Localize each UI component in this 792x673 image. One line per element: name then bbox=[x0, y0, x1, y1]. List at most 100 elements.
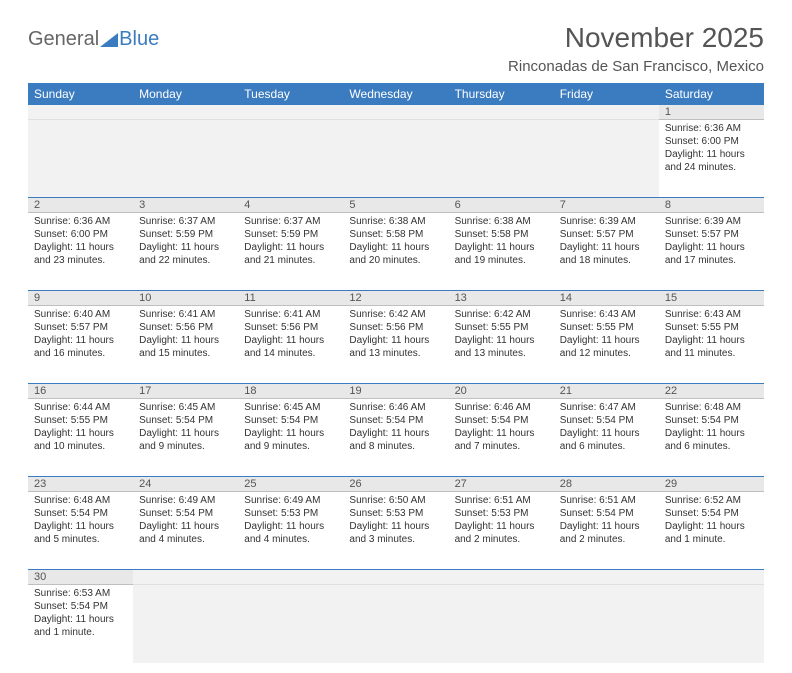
day-number-cell bbox=[238, 570, 343, 585]
sunrise-text: Sunrise: 6:44 AM bbox=[34, 401, 127, 414]
day-number-cell: 4 bbox=[238, 198, 343, 213]
sunset-text: Sunset: 5:59 PM bbox=[244, 228, 337, 241]
sunset-text: Sunset: 5:54 PM bbox=[665, 414, 758, 427]
sunset-text: Sunset: 5:54 PM bbox=[560, 414, 653, 427]
sunset-text: Sunset: 5:58 PM bbox=[349, 228, 442, 241]
sunset-text: Sunset: 5:56 PM bbox=[244, 321, 337, 334]
day-content-cell: Sunrise: 6:39 AMSunset: 5:57 PMDaylight:… bbox=[554, 213, 659, 291]
day-content-cell bbox=[28, 120, 133, 198]
day-header: Wednesday bbox=[343, 83, 448, 105]
sunset-text: Sunset: 5:53 PM bbox=[244, 507, 337, 520]
day-number-cell: 23 bbox=[28, 477, 133, 492]
day-header: Sunday bbox=[28, 83, 133, 105]
day-content-cell: Sunrise: 6:44 AMSunset: 5:55 PMDaylight:… bbox=[28, 399, 133, 477]
day-number-cell bbox=[554, 570, 659, 585]
sunrise-text: Sunrise: 6:42 AM bbox=[349, 308, 442, 321]
day-content-cell: Sunrise: 6:40 AMSunset: 5:57 PMDaylight:… bbox=[28, 306, 133, 384]
daylight-text: Daylight: 11 hours and 13 minutes. bbox=[349, 334, 442, 360]
day-content-cell: Sunrise: 6:50 AMSunset: 5:53 PMDaylight:… bbox=[343, 492, 448, 570]
daylight-text: Daylight: 11 hours and 9 minutes. bbox=[244, 427, 337, 453]
daylight-text: Daylight: 11 hours and 18 minutes. bbox=[560, 241, 653, 267]
sunset-text: Sunset: 5:55 PM bbox=[665, 321, 758, 334]
daynum-row: 1 bbox=[28, 105, 764, 120]
sunset-text: Sunset: 5:55 PM bbox=[560, 321, 653, 334]
sunrise-text: Sunrise: 6:43 AM bbox=[560, 308, 653, 321]
day-content-cell: Sunrise: 6:43 AMSunset: 5:55 PMDaylight:… bbox=[554, 306, 659, 384]
day-number-cell bbox=[238, 105, 343, 120]
sunrise-text: Sunrise: 6:36 AM bbox=[34, 215, 127, 228]
day-content-cell: Sunrise: 6:39 AMSunset: 5:57 PMDaylight:… bbox=[659, 213, 764, 291]
day-content-cell bbox=[554, 585, 659, 663]
day-content-cell: Sunrise: 6:48 AMSunset: 5:54 PMDaylight:… bbox=[659, 399, 764, 477]
daylight-text: Daylight: 11 hours and 5 minutes. bbox=[34, 520, 127, 546]
day-number-cell bbox=[28, 105, 133, 120]
day-header: Saturday bbox=[659, 83, 764, 105]
sunset-text: Sunset: 5:55 PM bbox=[455, 321, 548, 334]
daylight-text: Daylight: 11 hours and 8 minutes. bbox=[349, 427, 442, 453]
sunrise-text: Sunrise: 6:46 AM bbox=[349, 401, 442, 414]
daylight-text: Daylight: 11 hours and 2 minutes. bbox=[560, 520, 653, 546]
daylight-text: Daylight: 11 hours and 1 minute. bbox=[665, 520, 758, 546]
day-content-cell bbox=[343, 585, 448, 663]
day-number-cell: 25 bbox=[238, 477, 343, 492]
day-number-cell bbox=[343, 105, 448, 120]
day-header: Tuesday bbox=[238, 83, 343, 105]
daylight-text: Daylight: 11 hours and 17 minutes. bbox=[665, 241, 758, 267]
sunset-text: Sunset: 5:54 PM bbox=[34, 600, 127, 613]
sunrise-text: Sunrise: 6:38 AM bbox=[455, 215, 548, 228]
sunset-text: Sunset: 5:57 PM bbox=[560, 228, 653, 241]
sunset-text: Sunset: 5:57 PM bbox=[34, 321, 127, 334]
day-number-cell bbox=[133, 570, 238, 585]
day-number-cell: 28 bbox=[554, 477, 659, 492]
day-number-cell: 6 bbox=[449, 198, 554, 213]
day-number-cell: 27 bbox=[449, 477, 554, 492]
daylight-text: Daylight: 11 hours and 6 minutes. bbox=[665, 427, 758, 453]
content-row: Sunrise: 6:44 AMSunset: 5:55 PMDaylight:… bbox=[28, 399, 764, 477]
day-number-cell bbox=[449, 570, 554, 585]
sunrise-text: Sunrise: 6:37 AM bbox=[139, 215, 232, 228]
day-content-cell: Sunrise: 6:38 AMSunset: 5:58 PMDaylight:… bbox=[449, 213, 554, 291]
day-content-cell bbox=[133, 585, 238, 663]
sunset-text: Sunset: 5:53 PM bbox=[349, 507, 442, 520]
calendar-page: GeneralBlue November 2025 Rinconadas de … bbox=[0, 0, 792, 673]
day-header: Monday bbox=[133, 83, 238, 105]
day-number-cell: 10 bbox=[133, 291, 238, 306]
sunrise-text: Sunrise: 6:47 AM bbox=[560, 401, 653, 414]
sunset-text: Sunset: 5:54 PM bbox=[455, 414, 548, 427]
day-content-cell: Sunrise: 6:41 AMSunset: 5:56 PMDaylight:… bbox=[238, 306, 343, 384]
day-content-cell bbox=[659, 585, 764, 663]
title-block: November 2025 Rinconadas de San Francisc… bbox=[508, 22, 764, 75]
daylight-text: Daylight: 11 hours and 16 minutes. bbox=[34, 334, 127, 360]
day-number-cell bbox=[659, 570, 764, 585]
day-number-cell: 26 bbox=[343, 477, 448, 492]
sunrise-text: Sunrise: 6:51 AM bbox=[560, 494, 653, 507]
daylight-text: Daylight: 11 hours and 10 minutes. bbox=[34, 427, 127, 453]
day-number-cell: 21 bbox=[554, 384, 659, 399]
day-content-cell: Sunrise: 6:51 AMSunset: 5:53 PMDaylight:… bbox=[449, 492, 554, 570]
day-content-cell: Sunrise: 6:53 AMSunset: 5:54 PMDaylight:… bbox=[28, 585, 133, 663]
day-content-cell: Sunrise: 6:45 AMSunset: 5:54 PMDaylight:… bbox=[133, 399, 238, 477]
month-title: November 2025 bbox=[508, 22, 764, 54]
sunrise-text: Sunrise: 6:37 AM bbox=[244, 215, 337, 228]
sunrise-text: Sunrise: 6:41 AM bbox=[139, 308, 232, 321]
day-content-cell bbox=[554, 120, 659, 198]
day-content-cell: Sunrise: 6:49 AMSunset: 5:53 PMDaylight:… bbox=[238, 492, 343, 570]
day-number-cell: 14 bbox=[554, 291, 659, 306]
sunset-text: Sunset: 5:54 PM bbox=[34, 507, 127, 520]
daylight-text: Daylight: 11 hours and 7 minutes. bbox=[455, 427, 548, 453]
content-row: Sunrise: 6:53 AMSunset: 5:54 PMDaylight:… bbox=[28, 585, 764, 663]
day-number-cell: 7 bbox=[554, 198, 659, 213]
daynum-row: 9101112131415 bbox=[28, 291, 764, 306]
day-number-cell bbox=[343, 570, 448, 585]
day-number-cell: 29 bbox=[659, 477, 764, 492]
day-content-cell: Sunrise: 6:37 AMSunset: 5:59 PMDaylight:… bbox=[238, 213, 343, 291]
day-content-cell: Sunrise: 6:45 AMSunset: 5:54 PMDaylight:… bbox=[238, 399, 343, 477]
day-number-cell: 30 bbox=[28, 570, 133, 585]
daynum-row: 16171819202122 bbox=[28, 384, 764, 399]
daylight-text: Daylight: 11 hours and 14 minutes. bbox=[244, 334, 337, 360]
day-number-cell bbox=[449, 105, 554, 120]
day-number-cell: 22 bbox=[659, 384, 764, 399]
sunrise-text: Sunrise: 6:45 AM bbox=[244, 401, 337, 414]
daylight-text: Daylight: 11 hours and 23 minutes. bbox=[34, 241, 127, 267]
day-content-cell: Sunrise: 6:51 AMSunset: 5:54 PMDaylight:… bbox=[554, 492, 659, 570]
